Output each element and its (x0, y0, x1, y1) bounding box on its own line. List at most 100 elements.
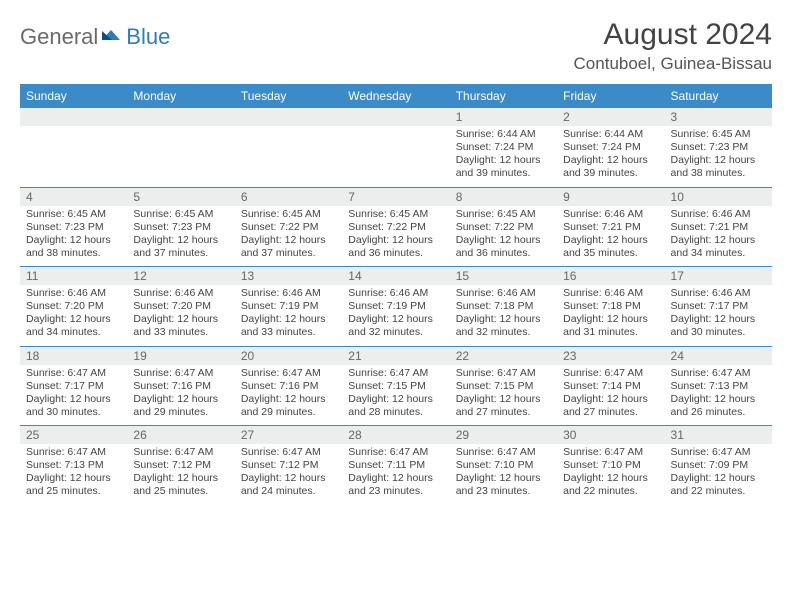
day-number: 2 (557, 108, 664, 126)
day-cell: Sunrise: 6:47 AMSunset: 7:12 PMDaylight:… (235, 444, 342, 505)
sunrise-line: Sunrise: 6:47 AM (456, 446, 551, 459)
day-number: 29 (450, 426, 557, 444)
day-cell: Sunrise: 6:47 AMSunset: 7:14 PMDaylight:… (557, 365, 664, 426)
day-number: 10 (665, 188, 772, 206)
day-details-row: Sunrise: 6:46 AM Sunset: 7:20 PM Daylight:… (20, 285, 772, 346)
sunset-line: Sunset: 7:20 PM (26, 300, 121, 313)
sunset-line: Sunset: 7:18 PM (456, 300, 551, 313)
sunset-line: Sunset: 7:10 PM (456, 459, 551, 472)
sunrise-line: Sunrise: 6:45 AM (348, 208, 443, 221)
day-number: 20 (235, 347, 342, 365)
day-cell: Sunrise: 6:46 AMSunset: 7:19 PMDaylight:… (342, 285, 449, 346)
day-number: 15 (450, 267, 557, 285)
day-cell: Sunrise: 6:47 AMSunset: 7:13 PMDaylight:… (665, 365, 772, 426)
sunrise-line: Sunrise: 6:47 AM (133, 446, 228, 459)
daylight-line: Daylight: 12 hours and 27 minutes. (563, 393, 658, 419)
sunrise-line: Sunrise: 6:47 AM (241, 446, 336, 459)
daylight-line: Daylight: 12 hours and 27 minutes. (456, 393, 551, 419)
daylight-line: Daylight: 12 hours and 37 minutes. (133, 234, 228, 260)
day-details-row: Sunrise: 6:47 AMSunset: 7:13 PMDaylight:… (20, 444, 772, 505)
daylight-line: Daylight: 12 hours and 24 minutes. (241, 472, 336, 498)
daylight-line: Daylight: 12 hours and 39 minutes. (456, 154, 551, 180)
sunrise-line: Sunrise: 6:47 AM (241, 367, 336, 380)
sunrise-line: Sunrise: 6:46 AM (348, 287, 443, 300)
day-cell: Sunrise: 6:47 AMSunset: 7:16 PMDaylight:… (235, 365, 342, 426)
sunrise-line: Sunrise: 6:47 AM (563, 446, 658, 459)
day-cell: Sunrise: 6:45 AMSunset: 7:22 PMDaylight:… (342, 206, 449, 267)
daylight-line: Daylight: 12 hours and 38 minutes. (26, 234, 121, 260)
weekday-monday: Monday (127, 84, 234, 108)
day-cell: Sunrise: 6:45 AMSunset: 7:23 PMDaylight:… (665, 126, 772, 187)
sunrise-line: Sunrise: 6:46 AM (671, 287, 766, 300)
day-number-row: 25262728293031 (20, 426, 772, 444)
day-cell: Sunrise: 6:46 AMSunset: 7:19 PMDaylight:… (235, 285, 342, 346)
header: General Blue August 2024 Contuboel, Guin… (20, 18, 772, 74)
sunset-line: Sunset: 7:16 PM (241, 380, 336, 393)
daylight-line: Daylight: 12 hours and 33 minutes. (133, 313, 228, 339)
sunset-line: Sunset: 7:13 PM (671, 380, 766, 393)
sunset-line: Sunset: 7:17 PM (26, 380, 121, 393)
day-cell: Sunrise: 6:46 AMSunset: 7:20 PMDaylight:… (127, 285, 234, 346)
weekday-tuesday: Tuesday (235, 84, 342, 108)
sunset-line: Sunset: 7:22 PM (348, 221, 443, 234)
sunrise-line: Sunrise: 6:46 AM (133, 287, 228, 300)
day-cell: Sunrise: 6:47 AMSunset: 7:15 PMDaylight:… (342, 365, 449, 426)
sunrise-line: Sunrise: 6:45 AM (241, 208, 336, 221)
month-title: August 2024 (574, 18, 772, 52)
sunrise-line: Sunrise: 6:47 AM (133, 367, 228, 380)
daylight-line: Daylight: 12 hours and 30 minutes. (671, 313, 766, 339)
day-details-row: Sunrise: 6:45 AMSunset: 7:23 PMDaylight:… (20, 206, 772, 267)
daylight-line: Daylight: 12 hours and 32 minutes. (456, 313, 551, 339)
day-number: 3 (665, 108, 772, 126)
sunrise-line: Sunrise: 6:44 AM (563, 128, 658, 141)
daylight-line: Daylight: 12 hours and 36 minutes. (348, 234, 443, 260)
day-details-row: Sunrise: 6:44 AMSunset: 7:24 PMDaylight:… (20, 126, 772, 187)
day-cell: Sunrise: 6:45 AMSunset: 7:23 PMDaylight:… (20, 206, 127, 267)
sunset-line: Sunset: 7:12 PM (241, 459, 336, 472)
day-cell: Sunrise: 6:45 AMSunset: 7:22 PMDaylight:… (235, 206, 342, 267)
daylight-line: Daylight: 12 hours and 39 minutes. (563, 154, 658, 180)
logo-text-general: General (20, 24, 98, 50)
daylight-line: Daylight: 12 hours and 26 minutes. (671, 393, 766, 419)
sunrise-line: Sunrise: 6:44 AM (456, 128, 551, 141)
calendar-week: 11121314151617Sunrise: 6:46 AMSunset: 7:… (20, 266, 772, 346)
day-cell (20, 126, 127, 187)
sunrise-line: Sunrise: 6:46 AM (456, 287, 551, 300)
day-number: 17 (665, 267, 772, 285)
daylight-line: Daylight: 12 hours and 23 minutes. (348, 472, 443, 498)
day-cell: Sunrise: 6:47 AMSunset: 7:10 PMDaylight:… (557, 444, 664, 505)
sunset-line: Sunset: 7:09 PM (671, 459, 766, 472)
sunset-line: Sunset: 7:15 PM (456, 380, 551, 393)
day-cell (235, 126, 342, 187)
sunrise-line: Sunrise: 6:45 AM (133, 208, 228, 221)
daylight-line: Daylight: 12 hours and 38 minutes. (671, 154, 766, 180)
day-number: 8 (450, 188, 557, 206)
day-number-row: 18192021222324 (20, 347, 772, 365)
day-cell: Sunrise: 6:45 AMSunset: 7:23 PMDaylight:… (127, 206, 234, 267)
day-number: 14 (342, 267, 449, 285)
weekday-sunday: Sunday (20, 84, 127, 108)
sunrise-line: Sunrise: 6:45 AM (671, 128, 766, 141)
day-cell: Sunrise: 6:46 AMSunset: 7:20 PMDaylight:… (20, 285, 127, 346)
sunrise-line: Sunrise: 6:47 AM (671, 446, 766, 459)
day-number: 23 (557, 347, 664, 365)
day-cell: Sunrise: 6:47 AMSunset: 7:09 PMDaylight:… (665, 444, 772, 505)
daylight-line: Daylight: 12 hours and 37 minutes. (241, 234, 336, 260)
day-cell: Sunrise: 6:47 AMSunset: 7:15 PMDaylight:… (450, 365, 557, 426)
daylight-line: Daylight: 12 hours and 22 minutes. (671, 472, 766, 498)
calendar-week: 123Sunrise: 6:44 AMSunset: 7:24 PMDaylig… (20, 108, 772, 187)
day-number: 19 (127, 347, 234, 365)
sunset-line: Sunset: 7:17 PM (671, 300, 766, 313)
calendar-week: 18192021222324Sunrise: 6:47 AMSunset: 7:… (20, 346, 772, 426)
weekday-header: Sunday Monday Tuesday Wednesday Thursday… (20, 84, 772, 108)
location: Contuboel, Guinea-Bissau (574, 54, 772, 74)
day-details-row: Sunrise: 6:47 AM Sunset: 7:17 PM Daylight:… (20, 365, 772, 426)
weekday-saturday: Saturday (665, 84, 772, 108)
sunrise-line: Sunrise: 6:47 AM (348, 446, 443, 459)
day-cell: Sunrise: 6:47 AMSunset: 7:12 PMDaylight:… (127, 444, 234, 505)
sunrise-line: Sunrise: 6:45 AM (456, 208, 551, 221)
sunrise-line: Sunrise: 6:47 AM (563, 367, 658, 380)
logo: General Blue (20, 18, 170, 50)
daylight-line: Daylight: 12 hours and 25 minutes. (26, 472, 121, 498)
day-number (20, 108, 127, 126)
